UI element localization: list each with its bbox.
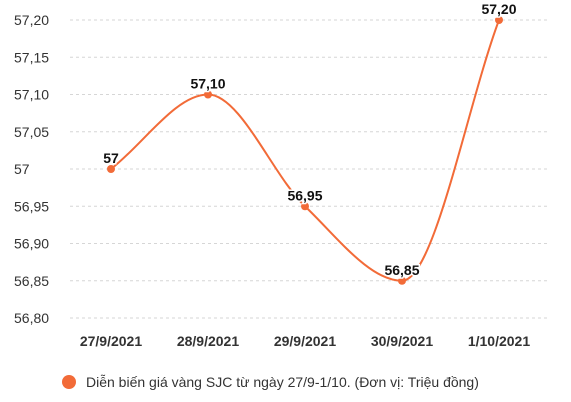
data-point bbox=[107, 165, 115, 173]
x-tick-label: 28/9/2021 bbox=[177, 333, 239, 349]
y-tick-label: 56,95 bbox=[14, 198, 49, 214]
x-tick-label: 29/9/2021 bbox=[274, 333, 336, 349]
legend-label: Diễn biến giá vàng SJC từ ngày 27/9-1/10… bbox=[86, 374, 479, 390]
x-tick-label: 27/9/2021 bbox=[80, 333, 142, 349]
y-tick-label: 57,20 bbox=[14, 12, 49, 28]
data-label: 56,85 bbox=[384, 262, 419, 278]
y-tick-label: 56,90 bbox=[14, 236, 49, 252]
line-chart: 57,20 57,15 57,10 57,05 57 56,95 56,90 56,85 56,… bbox=[14, 0, 550, 349]
legend: Diễn biến giá vàng SJC từ ngày 27/9-1/10… bbox=[62, 374, 479, 390]
y-tick-label: 57,15 bbox=[14, 49, 49, 65]
series-line bbox=[110, 19, 500, 282]
data-label: 56,95 bbox=[287, 187, 322, 203]
data-point bbox=[204, 90, 212, 99]
legend-marker bbox=[62, 375, 76, 389]
y-tick-label: 57,05 bbox=[14, 124, 49, 140]
y-tick-label: 56,80 bbox=[14, 310, 49, 326]
y-tick-label: 56,85 bbox=[14, 273, 49, 289]
data-label: 57,20 bbox=[481, 1, 516, 17]
data-label: 57,10 bbox=[190, 76, 225, 92]
data-label: 57 bbox=[103, 150, 119, 166]
data-point bbox=[301, 202, 309, 211]
x-tick-label: 1/10/2021 bbox=[468, 333, 530, 349]
y-tick-label: 57,10 bbox=[14, 87, 49, 103]
data-point bbox=[398, 276, 406, 285]
x-tick-label: 30/9/2021 bbox=[371, 333, 433, 349]
y-tick-label: 57 bbox=[14, 161, 30, 177]
data-point bbox=[495, 16, 503, 24]
